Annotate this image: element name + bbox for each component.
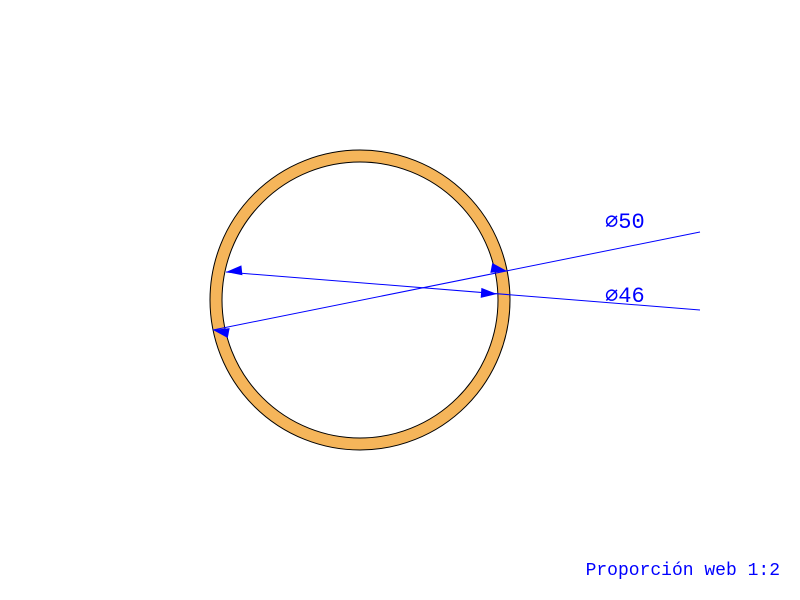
scale-footer-text: Proporción web 1:2 [586, 561, 780, 581]
dimension-outer-label: ⌀50 [605, 210, 645, 235]
dimension-inner-label: ⌀46 [605, 284, 645, 309]
